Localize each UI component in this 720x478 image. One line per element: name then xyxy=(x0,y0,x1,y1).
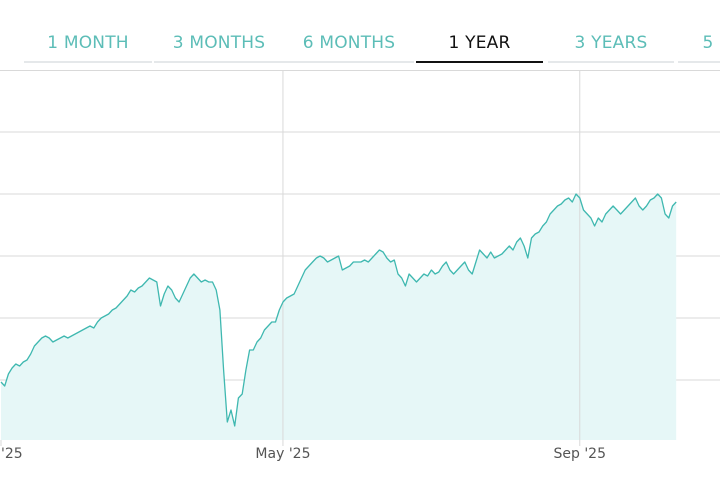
tab-3-months[interactable]: 3 MONTHS xyxy=(154,25,284,63)
tab-1-year[interactable]: 1 YEAR xyxy=(416,25,543,63)
price-chart: '25 May '25 Sep '25 xyxy=(0,70,720,462)
time-range-tabs: 1 MONTH 3 MONTHS 6 MONTHS 1 YEAR 3 YEARS… xyxy=(0,0,720,70)
tab-3-years[interactable]: 3 YEARS xyxy=(548,25,674,63)
series-line xyxy=(0,193,677,427)
tab-5-years[interactable]: 5 xyxy=(678,25,720,63)
x-tick-label: May '25 xyxy=(255,446,310,462)
tab-6-months[interactable]: 6 MONTHS xyxy=(284,25,414,63)
x-tick-label: Sep '25 xyxy=(554,446,607,462)
series-area xyxy=(1,194,677,440)
x-tick-label: '25 xyxy=(1,446,23,462)
tab-1-month[interactable]: 1 MONTH xyxy=(24,25,152,63)
